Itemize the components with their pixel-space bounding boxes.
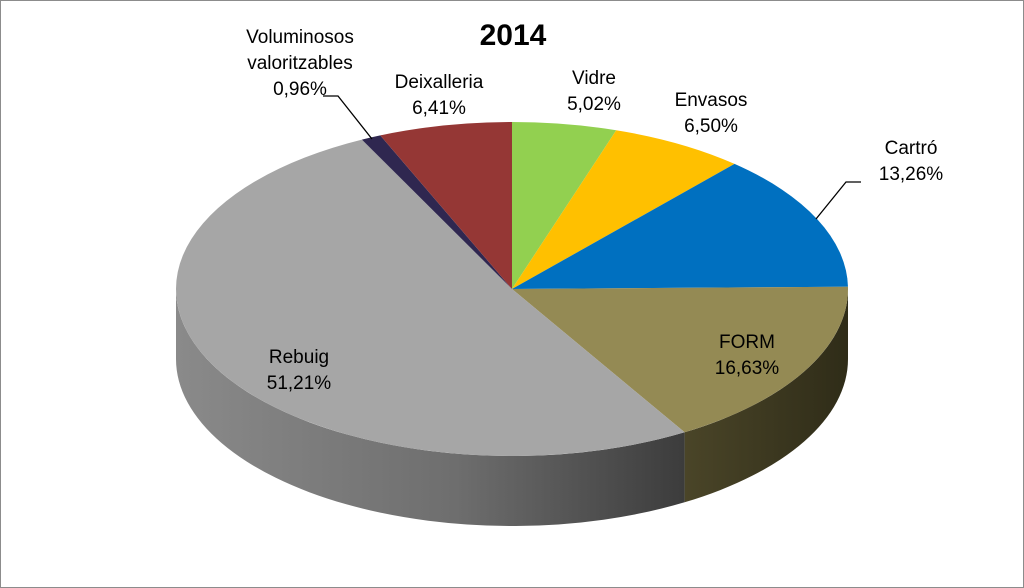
pie-slice-form [512,286,848,433]
slice-value-cartro: 13,26% [879,164,944,185]
slice-name-voluminosos-valoritzables-line-1: Voluminosos [246,27,354,48]
slice-name-form: FORM [719,332,775,353]
leader-line-cartro [815,181,861,220]
pie-slice-rebuig [175,139,685,457]
slice-name-vidre: Vidre [572,68,616,89]
slice-value-rebuig: 51,21% [267,373,332,394]
slice-value-voluminosos-valoritzables: 0,96% [273,79,327,100]
slice-name-deixalleria: Deixalleria [395,72,484,93]
pie-side-form [684,289,848,503]
pie-slice-deixalleria [380,122,512,289]
slice-value-envasos: 6,50% [684,116,738,137]
slice-label-vidre: Vidre 5,02% [567,68,621,115]
slice-value-vidre: 5,02% [567,94,621,115]
leader-line-voluminosos-valoritzables [323,95,373,140]
slice-label-voluminosos-valoritzables: Voluminosos valoritzables 0,96% [246,27,354,100]
slice-label-cartro: Cartró 13,26% [879,138,944,185]
slice-name-cartro: Cartró [885,138,938,159]
pie-slice-cartro [512,163,848,289]
slice-label-envasos: Envasos 6,50% [675,90,748,137]
pie-slice-voluminosos-valoritzables [361,135,512,289]
pie-slice-vidre [512,122,617,289]
slice-label-deixalleria: Deixalleria 6,41% [395,72,484,119]
slice-value-deixalleria: 6,41% [412,98,466,119]
pie-side-rebuig [175,289,685,526]
slice-label-form: FORM 16,63% [715,332,780,379]
slice-name-envasos: Envasos [675,90,748,111]
pie-slice-envasos [512,130,735,289]
slice-label-rebuig: Rebuig 51,21% [267,347,332,394]
slice-name-voluminosos-valoritzables-line-2: valoritzables [247,53,353,74]
slice-value-form: 16,63% [715,358,780,379]
chart-title: 2014 [479,19,547,52]
slice-name-rebuig: Rebuig [269,347,329,368]
